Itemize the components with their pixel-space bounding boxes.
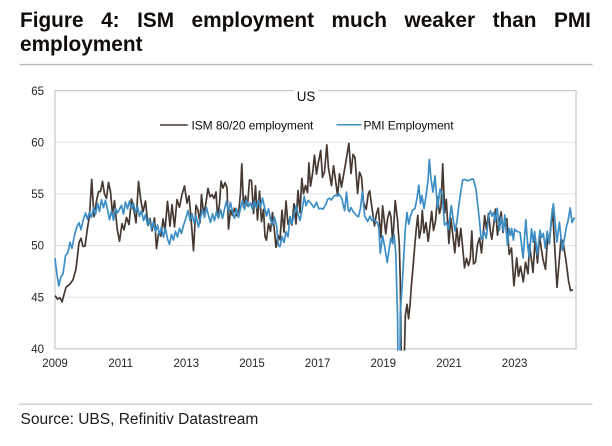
svg-text:ISM 80/20 employment: ISM 80/20 employment <box>192 118 315 132</box>
svg-text:2019: 2019 <box>371 358 397 370</box>
svg-text:50: 50 <box>31 241 44 253</box>
svg-text:40: 40 <box>31 344 44 356</box>
svg-text:2021: 2021 <box>436 358 462 370</box>
svg-text:2013: 2013 <box>174 358 200 370</box>
svg-text:2015: 2015 <box>239 358 265 370</box>
svg-text:60: 60 <box>31 137 44 149</box>
svg-text:2023: 2023 <box>502 358 528 370</box>
svg-text:45: 45 <box>31 292 44 304</box>
svg-text:PMI Employment: PMI Employment <box>364 118 455 132</box>
svg-text:2017: 2017 <box>305 358 331 370</box>
svg-text:US: US <box>297 89 316 104</box>
svg-text:65: 65 <box>31 86 44 98</box>
svg-text:Source: UBS, Refinitiv Datastr: Source: UBS, Refinitiv Datastream <box>21 411 259 428</box>
svg-text:2011: 2011 <box>108 358 133 370</box>
svg-text:2009: 2009 <box>42 358 68 370</box>
svg-text:55: 55 <box>31 189 44 201</box>
